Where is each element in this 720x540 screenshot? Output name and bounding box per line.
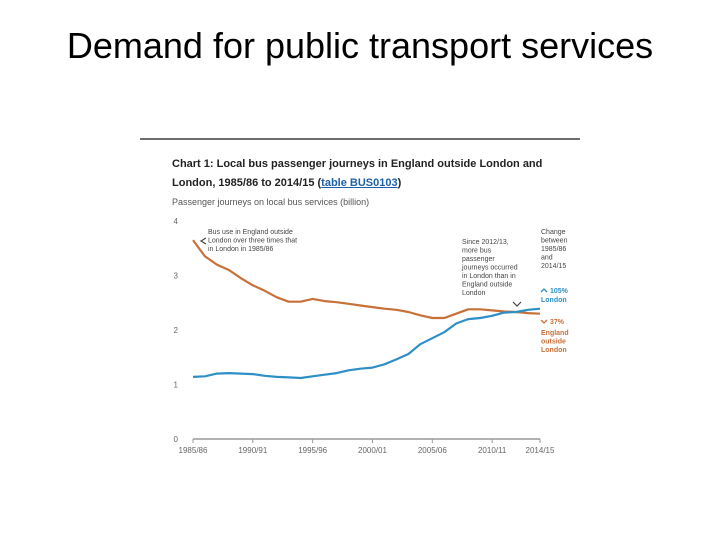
x-tick-label: 2005/06 (418, 446, 447, 455)
chart-title-end: ) (397, 177, 402, 189)
london-change-value: 105% (550, 288, 569, 295)
y-tick-label: 0 (174, 435, 179, 444)
london-legend-label: London (541, 297, 567, 304)
annotation-arrow-icon (512, 301, 522, 307)
england-legend-label: London (541, 347, 567, 354)
annotation-crossover-line: journeys occurred (461, 265, 518, 272)
england-legend-label: outside (541, 339, 566, 346)
london-series-line (192, 307, 541, 380)
change-header-line: 2014/15 (541, 263, 566, 270)
annotation-crossover-line: passenger (462, 256, 495, 263)
england-series-line (192, 239, 541, 320)
annotation-crossover-line: more bus (462, 248, 492, 255)
y-tick-label: 2 (174, 326, 179, 335)
x-tick-label: 2014/15 (526, 446, 555, 455)
change-header-line: 1985/86 (541, 246, 566, 253)
annotation-crossover-line: Since 2012/13, (462, 239, 509, 246)
annotation-arrow-icon (199, 237, 207, 245)
change-header-line: between (541, 238, 568, 245)
x-tick-label: 1995/96 (298, 446, 327, 455)
annotation-crossover-line: London (462, 290, 485, 297)
x-tick-label: 2010/11 (478, 446, 507, 455)
x-tick-label: 2000/01 (358, 446, 387, 455)
england-change-value: 37% (550, 319, 565, 326)
y-tick-label: 4 (174, 217, 179, 226)
y-axis-label: Passenger journeys on local bus services… (172, 197, 370, 207)
x-tick-label: 1990/91 (238, 446, 267, 455)
table-link[interactable]: table BUS0103 (321, 177, 398, 189)
change-header-line: Change (541, 229, 566, 236)
slide-title: Demand for public transport services (66, 25, 654, 66)
line-chart: 0 1 2 3 4 1985/86 1990/91 1995/96 2000/01 2005/06… (174, 217, 569, 455)
up-arrow-icon (540, 288, 548, 293)
annotation-bus-use-line: in London in 1985/86 (208, 246, 273, 253)
chart-panel: Chart 1: Local bus passenger journeys in… (140, 138, 580, 463)
annotation-bus-use-line: London over three times that (208, 238, 297, 245)
annotation-crossover-line: in London than in (462, 273, 516, 280)
y-tick-label: 1 (174, 381, 179, 390)
england-legend-label: England (541, 330, 569, 337)
chart-title: Chart 1: Local bus passenger journeys in… (172, 155, 572, 193)
x-tick-label: 1985/86 (179, 446, 208, 455)
change-header-line: and (541, 255, 553, 262)
annotation-bus-use-line: Bus use in England outside (208, 229, 293, 236)
chart-top-rule (140, 138, 580, 140)
chart-title-text: Chart 1: Local bus passenger journeys in… (172, 158, 543, 189)
down-arrow-icon (540, 319, 548, 324)
annotation-crossover-line: England outside (462, 282, 512, 289)
y-tick-label: 3 (174, 272, 179, 281)
